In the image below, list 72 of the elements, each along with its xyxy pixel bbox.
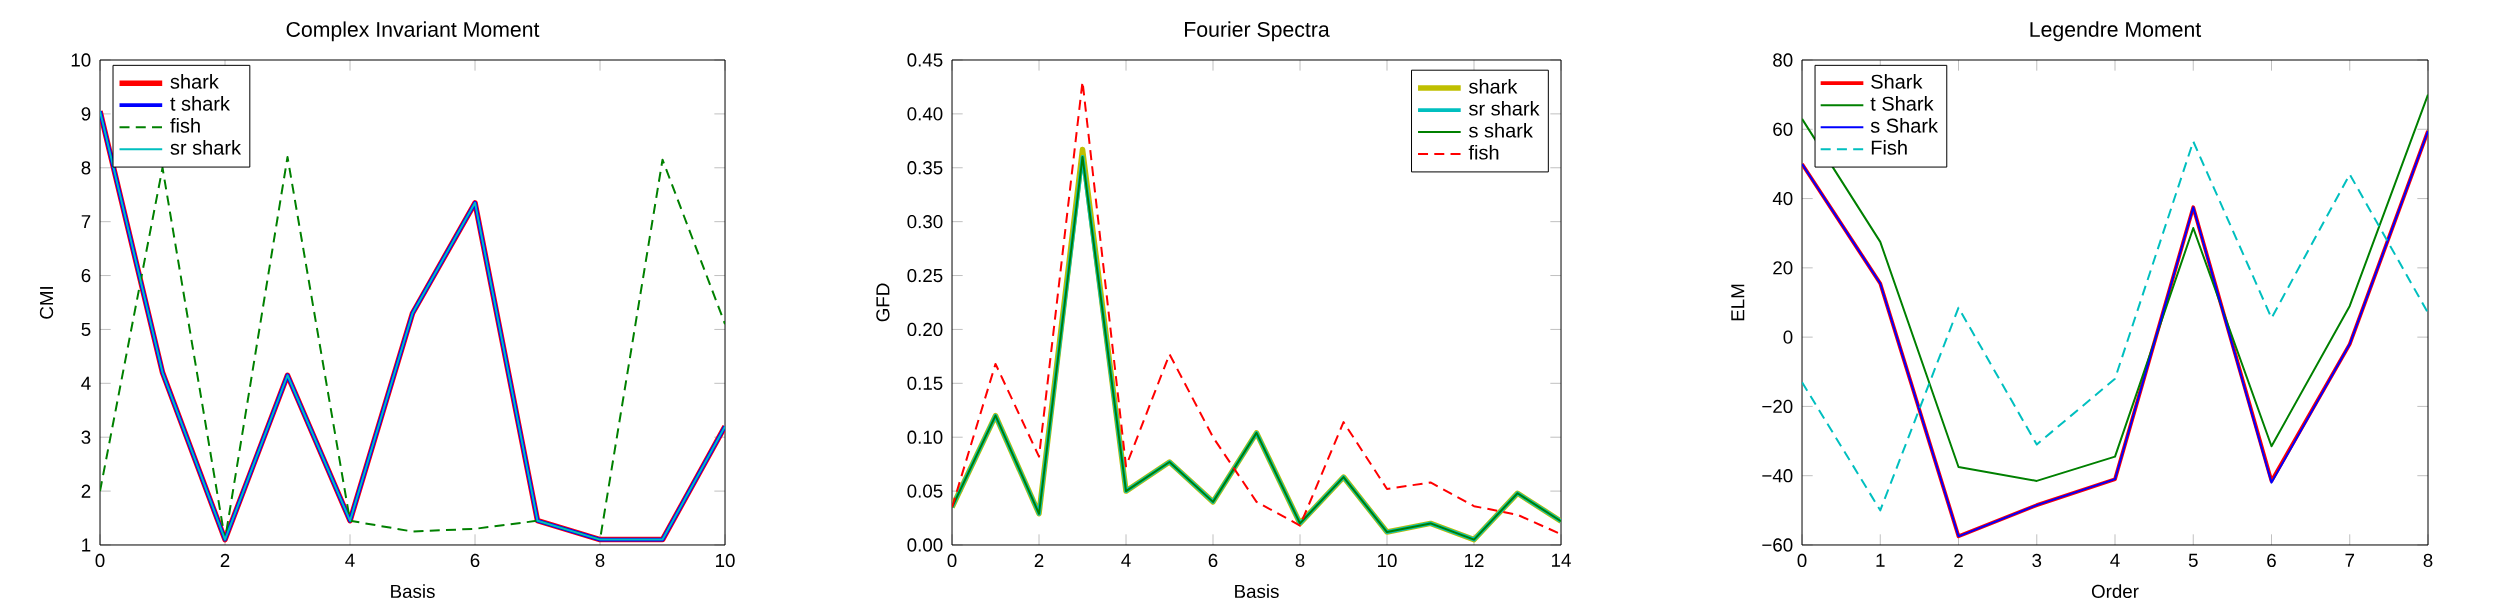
x-tick-label: 0 bbox=[1797, 553, 1807, 567]
y-tick-label: 0.05 bbox=[907, 484, 943, 498]
y-tick-label: 0.20 bbox=[907, 322, 943, 336]
y-tick-label: 0.00 bbox=[907, 538, 943, 552]
x-axis-title: Order bbox=[2091, 584, 2139, 598]
y-axis-title: GFD bbox=[876, 283, 890, 322]
y-tick-label: 0.45 bbox=[907, 53, 943, 67]
x-tick-label: 4 bbox=[1121, 553, 1131, 567]
x-tick-label: 12 bbox=[1465, 553, 1484, 567]
x-tick-label: 0 bbox=[95, 553, 105, 567]
y-tick-label: 1 bbox=[82, 538, 91, 552]
y-tick-label: −40 bbox=[1762, 468, 1793, 483]
x-tick-label: 10 bbox=[716, 553, 735, 567]
x-tick-label: 10 bbox=[1378, 553, 1397, 567]
x-tick-label: 8 bbox=[595, 553, 605, 567]
chart-title: Legendre Moment bbox=[2030, 21, 2202, 41]
x-tick-label: 1 bbox=[1876, 553, 1885, 567]
y-tick-label: 60 bbox=[1773, 122, 1793, 136]
x-tick-label: 8 bbox=[2423, 553, 2433, 567]
y-tick-label: 4 bbox=[81, 376, 91, 390]
legend-label: Shark bbox=[1871, 73, 1923, 89]
y-tick-label: 80 bbox=[1773, 53, 1793, 67]
legend-label: t Shark bbox=[1870, 95, 1934, 111]
y-tick-label: −60 bbox=[1762, 538, 1793, 552]
x-tick-label: 14 bbox=[1552, 553, 1571, 567]
x-tick-label: 6 bbox=[470, 553, 480, 567]
x-tick-label: 5 bbox=[2188, 553, 2198, 567]
x-tick-label: 6 bbox=[2267, 553, 2276, 567]
y-tick-label: 8 bbox=[81, 160, 91, 175]
x-tick-label: 8 bbox=[1295, 553, 1305, 567]
y-tick-label: 0.35 bbox=[907, 160, 943, 175]
y-tick-label: 0.40 bbox=[907, 107, 943, 121]
legend-label: shark bbox=[1469, 78, 1518, 94]
x-tick-label: 2 bbox=[1034, 553, 1044, 567]
y-tick-label: 20 bbox=[1773, 261, 1793, 275]
legend-label: shark bbox=[170, 73, 219, 89]
y-tick-label: 5 bbox=[81, 322, 91, 336]
legend-label: sr shark bbox=[170, 139, 242, 155]
legend-label: fish bbox=[1468, 144, 1499, 160]
y-tick-label: 3 bbox=[81, 430, 91, 444]
x-tick-label: 6 bbox=[1208, 553, 1218, 567]
y-tick-label: 2 bbox=[81, 484, 91, 498]
legend-label: s Shark bbox=[1870, 117, 1939, 133]
chart-title: Fourier Spectra bbox=[1185, 21, 1330, 41]
y-tick-label: 0.25 bbox=[907, 268, 943, 283]
y-axis-title: CMI bbox=[39, 286, 54, 319]
x-tick-label: 3 bbox=[2032, 553, 2042, 567]
x-tick-label: 7 bbox=[2345, 553, 2355, 567]
x-tick-label: 0 bbox=[947, 553, 957, 567]
y-tick-label: 9 bbox=[81, 107, 91, 121]
y-axis-title: ELM bbox=[1731, 284, 1745, 321]
x-tick-label: 4 bbox=[2110, 553, 2120, 567]
y-tick-label: 0 bbox=[1783, 330, 1793, 344]
legend-label: fish bbox=[170, 117, 200, 133]
x-tick-label: 2 bbox=[1954, 553, 1963, 567]
y-tick-label: 0.30 bbox=[907, 214, 943, 229]
y-tick-label: 10 bbox=[71, 53, 91, 67]
y-tick-label: 0.10 bbox=[907, 430, 943, 444]
y-tick-label: 0.15 bbox=[907, 376, 943, 390]
legend-label: s shark bbox=[1469, 122, 1533, 138]
x-tick-label: 4 bbox=[345, 553, 355, 567]
y-tick-label: −20 bbox=[1762, 399, 1793, 413]
y-tick-label: 6 bbox=[81, 268, 91, 283]
x-tick-label: 2 bbox=[220, 553, 230, 567]
legend-label: Fish bbox=[1871, 139, 1907, 155]
x-axis-title: Basis bbox=[1235, 584, 1279, 598]
legend-label: sr shark bbox=[1469, 100, 1540, 116]
legend-label: t shark bbox=[170, 95, 230, 111]
chart-title: Complex Invariant Moment bbox=[286, 21, 540, 41]
y-tick-label: 7 bbox=[81, 215, 91, 228]
x-axis-title: Basis bbox=[391, 584, 435, 598]
y-tick-label: 40 bbox=[1772, 191, 1793, 206]
